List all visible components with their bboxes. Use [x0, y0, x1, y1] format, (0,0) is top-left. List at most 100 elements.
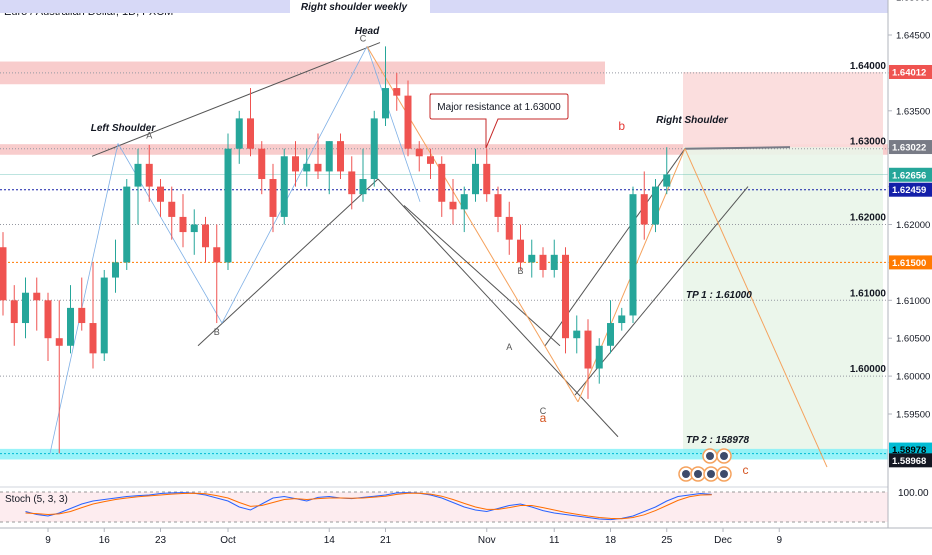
stoch-k-line: [25, 492, 712, 521]
candle-body[interactable]: [393, 88, 401, 96]
candle-body[interactable]: [449, 201, 457, 210]
candle-body[interactable]: [663, 174, 671, 187]
candle-body[interactable]: [303, 163, 311, 172]
candle-body[interactable]: [640, 194, 648, 225]
candle-body[interactable]: [652, 186, 659, 225]
candle-body[interactable]: [584, 330, 592, 369]
candle-body[interactable]: [0, 247, 7, 301]
time-axis-tick-label: 18: [605, 535, 617, 546]
candle-body[interactable]: [427, 156, 434, 164]
candle-body[interactable]: [370, 118, 378, 180]
support-zone: [0, 448, 888, 460]
candle-body[interactable]: [629, 194, 637, 316]
price-value-badge-text: 1.62656: [892, 170, 926, 181]
candle-body[interactable]: [123, 186, 131, 263]
candle-body[interactable]: [494, 194, 502, 217]
level-label: 1.60000: [850, 364, 887, 375]
candle-body[interactable]: [269, 179, 277, 217]
price-value-badge-text: 1.58978: [892, 445, 926, 456]
wave-point-label: c: [743, 463, 749, 477]
gridlines-layer: [0, 72, 888, 455]
candle-body[interactable]: [292, 156, 299, 172]
candle-body[interactable]: [145, 163, 153, 187]
candle-body[interactable]: [247, 118, 254, 149]
candle-body[interactable]: [460, 194, 468, 210]
channel-upper-line: [377, 178, 619, 438]
candle-body[interactable]: [22, 292, 29, 324]
candle-body[interactable]: [483, 163, 491, 195]
resistance-callout[interactable]: Major resistance at 1.63000: [429, 93, 569, 149]
left-shoulder-trendline: [91, 42, 381, 157]
candle-body[interactable]: [337, 141, 344, 172]
stoch-level-label: 100.00: [898, 488, 929, 499]
neckline-segment: [684, 146, 791, 150]
candle-body[interactable]: [202, 224, 209, 248]
price-value-badge-text: 1.64012: [892, 67, 926, 78]
stoch-d-line: [25, 492, 712, 520]
candle-body[interactable]: [404, 95, 412, 149]
banner-label-bg: [290, 0, 430, 13]
candle-body[interactable]: [168, 201, 176, 217]
candle-body[interactable]: [562, 254, 569, 339]
projection-line: [684, 148, 828, 468]
candle-body[interactable]: [44, 300, 52, 339]
time-axis-tick-label: 14: [324, 535, 336, 546]
candle-body[interactable]: [595, 345, 603, 369]
candle-body[interactable]: [89, 323, 97, 354]
candle-body[interactable]: [415, 148, 423, 157]
candle-body[interactable]: [314, 163, 322, 172]
time-axis-tick-label: Dec: [714, 535, 732, 546]
price-value-badge-text: 1.58968: [892, 456, 926, 467]
candle-body[interactable]: [157, 186, 164, 202]
candle-body[interactable]: [607, 323, 614, 346]
candle-body[interactable]: [235, 118, 243, 149]
candle-body[interactable]: [258, 148, 266, 180]
candle-body[interactable]: [134, 163, 142, 187]
candle-body[interactable]: [359, 179, 367, 195]
candle-body[interactable]: [10, 300, 18, 324]
price-value-badge: [889, 255, 932, 270]
candle-body[interactable]: [348, 171, 356, 195]
price-value-badge-text: 1.62459: [892, 185, 926, 196]
banner-label: Right shoulder weekly: [301, 2, 408, 13]
candle-body[interactable]: [100, 277, 108, 354]
candle-body[interactable]: [224, 148, 232, 263]
candle-body[interactable]: [573, 330, 581, 339]
wave-point-label: C: [540, 406, 547, 416]
candle-body[interactable]: [618, 315, 626, 324]
candle-body[interactable]: [539, 254, 547, 270]
price-axis-tick-label: 1.63500: [896, 106, 930, 117]
event-icons[interactable]: [678, 448, 732, 482]
candle-body[interactable]: [213, 247, 221, 263]
price-value-badge: [889, 182, 932, 197]
candle-body[interactable]: [112, 262, 119, 278]
candle-body[interactable]: [438, 163, 446, 202]
candle-body[interactable]: [33, 292, 41, 301]
time-axis-tick-label: 25: [661, 535, 673, 546]
candle-body[interactable]: [517, 239, 524, 263]
price-axis[interactable]: [888, 0, 932, 550]
event-icon-dot: [720, 452, 728, 460]
candle-body[interactable]: [78, 307, 86, 324]
labels-layer: 1.64000 1.63000 1.62000 1.61000 1.60000 A B C A B…: [146, 33, 886, 476]
candle-body[interactable]: [179, 216, 187, 233]
candle-body[interactable]: [505, 216, 513, 240]
candle-body[interactable]: [382, 88, 389, 119]
head-label: Head: [355, 26, 380, 37]
price-value-badge-text: 1.63022: [892, 143, 926, 154]
candle-body[interactable]: [67, 307, 74, 346]
candle-body[interactable]: [280, 156, 288, 217]
zones-layer: [0, 61, 888, 460]
candle-body[interactable]: [55, 338, 63, 346]
wave-line: [49, 143, 119, 454]
tp2-label: TP 2 : 158978: [686, 435, 749, 446]
candle-body[interactable]: [325, 141, 333, 172]
head-base-trendline: [197, 178, 379, 347]
candle-body[interactable]: [472, 163, 479, 195]
candle-body[interactable]: [190, 224, 198, 233]
candle-body[interactable]: [550, 254, 558, 270]
price-axis-tick-label: 1.64500: [896, 31, 930, 42]
candle-body[interactable]: [528, 254, 536, 263]
time-axis-tick-label: 9: [776, 535, 782, 546]
